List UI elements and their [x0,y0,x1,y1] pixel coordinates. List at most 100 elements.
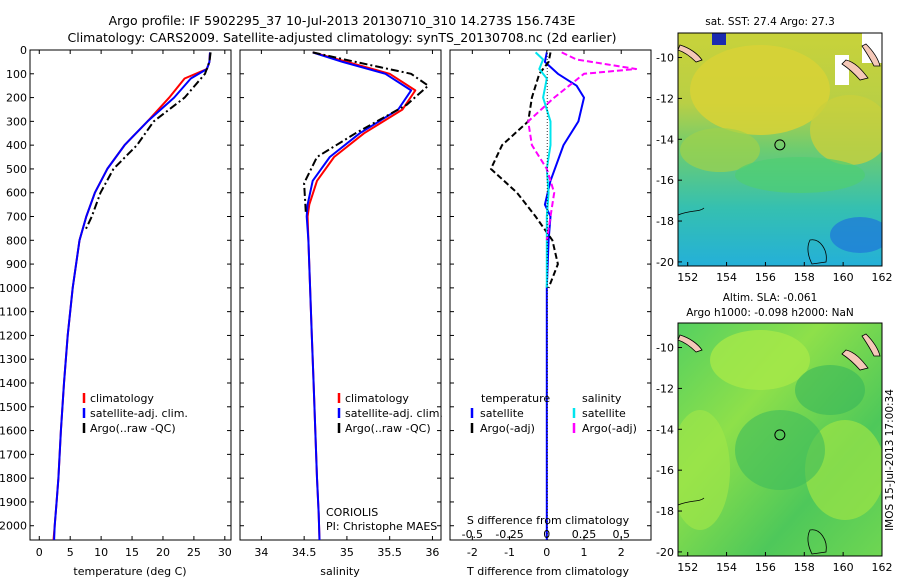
x-tick-label: 1 [581,546,588,559]
y-tick-label: 500 [6,163,27,176]
sst-map-frame [677,32,883,267]
map-y-tick-label: -14 [656,423,674,436]
sla-high-patch [678,410,730,530]
map-y-tick-label: -18 [656,505,674,518]
difference-panel: -2 -1 0 1 2 satellite temperature satellite … [449,49,652,578]
sst-mid-patch [680,128,760,172]
y-tick-label: 1800 [0,472,27,485]
map-y-tick-label: -16 [656,464,674,477]
x-tick-label: 0 [36,546,43,559]
x-tick-label: 20 [156,546,170,559]
reef-outline [678,497,705,506]
temperature-xlabel: temperature (deg C) [73,565,186,578]
x-tick-label: 25 [187,546,201,559]
series-line-argo-raw-qc- [84,52,212,232]
sst-nodata-pixel [862,33,882,63]
sla-map-subtitle: Argo h1000: -0.098 h2000: NaN [686,307,854,319]
x-tick-label: 35 [340,546,354,559]
y-tick-label: 2000 [0,520,27,533]
reef-outline [807,239,827,265]
salinity-xlabel: salinity [320,565,360,578]
map-x-tick-label: 162 [872,271,893,284]
series-line-argo-raw-qc- [303,51,430,215]
sla-map-title: Altim. SLA: -0.061 [723,292,818,304]
map-y-tick-label: -14 [656,133,674,146]
argo-location-marker [774,429,786,441]
land-outline [841,349,869,371]
x-tick-label: 15 [125,546,139,559]
x-tick-label: -2 [467,546,478,559]
x-tick-label: -1 [504,546,515,559]
y-tick-label: 100 [6,68,27,81]
top-tick-label: 0.25 [572,528,597,541]
figure-title-line1: Argo profile: IF 5902295_37 10-Jul-2013 … [109,13,576,28]
x-tick-label: 10 [94,546,108,559]
y-tick-label: 1200 [0,329,27,342]
y-tick-label: 900 [6,258,27,271]
temperature-x-ticks: 0 5 10 15 20 25 30 [36,50,232,559]
series-line-salinity-satellite [534,51,552,288]
top-tick-label: 0 [543,528,550,541]
temperature-panel: 0100200300400500600700800900100011001200… [0,44,232,578]
sst-map-ticks: 152 154 156 158 160 162 -10 -12 -14 -16 -18 -20 [656,52,892,284]
x-tick-label: 30 [218,546,232,559]
legend-label-satellite: satellite-adj. clim. [345,407,443,420]
land-outline [678,44,703,63]
legend-label-temp-satellite: satellite [480,407,524,420]
map-x-tick-label: 158 [794,561,815,574]
salinity-y-ticks [240,49,441,527]
x-tick-label: 0 [543,546,550,559]
sst-cold-pixel [712,33,726,45]
y-tick-label: 1900 [0,496,27,509]
x-tick-label: 5 [67,546,74,559]
sst-map-field [678,33,882,266]
difference-top-tick-labels: -0.5 -0.25 0 0.25 0.5 [462,528,630,541]
salinity-legend: climatology satellite-adj. clim. Argo(..… [337,392,443,435]
land-outline [678,334,703,353]
map-x-tick-label: 158 [794,271,815,284]
y-tick-label: 1500 [0,401,27,414]
map-y-tick-label: -16 [656,174,674,187]
y-tick-label: 1100 [0,306,27,319]
sla-high-patch [710,330,810,390]
map-y-tick-label: -20 [656,546,674,559]
map-x-tick-label: 152 [677,561,698,574]
x-tick-label: 35.5 [377,546,402,559]
temperature-axes-box [29,49,232,541]
map-x-tick-label: 152 [677,271,698,284]
legend-label-argo: Argo(..raw -QC) [345,422,431,435]
series-line-satellite-adj-clim- [305,51,413,540]
salinity-series [303,51,430,540]
sst-warm-patch [690,45,830,135]
sst-nodata-pixel [835,55,849,85]
argo-location-marker [774,139,786,151]
land-outline [841,59,869,81]
y-tick-label: 1700 [0,448,27,461]
sla-map-frame [677,322,883,557]
series-line-salinity-argo-adj- [527,51,638,241]
reef-outline [678,207,705,216]
depth-axis-ticks: 0 100 200 300 400 500 600 700 800 900 1000 1100 1200… [0,44,231,533]
sla-map-field [678,323,882,556]
difference-xlabel: T difference from climatology [466,565,629,578]
reef-outline [807,529,827,555]
legend-heading-temperature-label: temperature [481,392,550,405]
land-outline [861,333,881,357]
map-x-tick-label: 160 [833,271,854,284]
legend-label-sal-satellite: satellite [582,407,626,420]
y-tick-label: 300 [6,115,27,128]
difference-top-xlabel: S difference from climatology [467,514,630,527]
top-tick-label: 0.5 [612,528,630,541]
map-y-tick-label: -10 [656,342,674,355]
figure-title-line2: Climatology: CARS2009. Satellite-adjuste… [68,30,617,45]
map-y-tick-label: -20 [656,256,674,269]
sla-map-panel: Altim. SLA: -0.061 Argo h1000: -0.098 h2… [656,292,892,574]
top-tick-label: -0.5 [462,528,483,541]
y-tick-label: 1400 [0,377,27,390]
temperature-series [52,52,212,540]
map-x-tick-label: 156 [755,561,776,574]
sla-low-patch [795,365,865,415]
sla-map-ticks: 152 154 156 158 160 162 -10 -12 -14 -16 -18 -20 [656,342,892,574]
annotation-pi: PI: Christophe MAES [326,520,437,533]
